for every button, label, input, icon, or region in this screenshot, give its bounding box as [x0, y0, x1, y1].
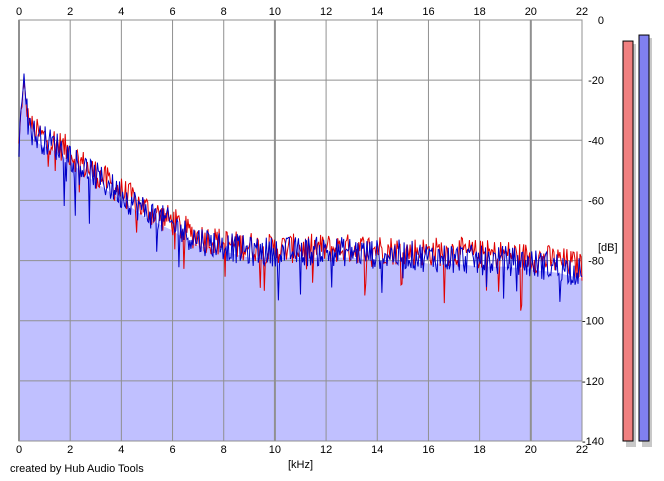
x-tick-label-bottom: 16 [422, 444, 434, 456]
x-tick-label-top: 22 [576, 6, 588, 18]
series-line-2 [18, 73, 583, 302]
x-tick-label-top: 10 [269, 6, 281, 18]
y-tick-label: -80 [588, 256, 604, 268]
x-tick-label-bottom: 10 [269, 444, 281, 456]
y-tick-label: 0 [598, 15, 604, 27]
y-tick-label: -120 [582, 376, 604, 388]
y-tick-label: -40 [588, 135, 604, 147]
y-tick-labels: 0 -20 -40 -60 -80 -100 -120 -140 [582, 15, 604, 448]
x-axis-unit-label: [kHz] [288, 459, 313, 471]
spectrum-fill-layer [19, 92, 582, 441]
x-tick-label-bottom: 12 [320, 444, 332, 456]
x-tick-label-top: 16 [422, 6, 434, 18]
x-tick-label-top: 6 [169, 6, 175, 18]
level-meters [622, 34, 652, 448]
x-tick-label-top: 8 [221, 6, 227, 18]
x-tick-label-top: 0 [16, 6, 22, 18]
y-tick-label: -60 [588, 195, 604, 207]
x-tick-label-bottom: 20 [525, 444, 537, 456]
x-tick-label-top: 2 [67, 6, 73, 18]
x-tick-label-bottom: 14 [371, 444, 383, 456]
x-tick-label-bottom: 2 [67, 444, 73, 456]
x-tick-label-top: 18 [474, 6, 486, 18]
x-tick-label-bottom: 0 [16, 444, 22, 456]
x-tick-label-top: 4 [118, 6, 124, 18]
x-tick-label-bottom: 18 [474, 444, 486, 456]
x-tick-label-top: 12 [320, 6, 332, 18]
grid-layer [18, 19, 583, 442]
level-meter-bar-1 [622, 40, 634, 442]
credit-text: created by Hub Audio Tools [10, 463, 144, 475]
y-tick-label: -140 [582, 436, 604, 448]
x-tick-label-bottom: 4 [118, 444, 124, 456]
level-meter-bar-2 [638, 34, 650, 442]
spectrum-fill [19, 92, 582, 441]
x-tick-label-bottom: 6 [169, 444, 175, 456]
x-tick-label-top: 20 [525, 6, 537, 18]
y-axis-unit-label: [dB] [598, 242, 618, 254]
x-tick-label-bottom: 8 [221, 444, 227, 456]
x-tick-label-bottom: 22 [576, 444, 588, 456]
series-layer [18, 73, 583, 311]
y-tick-label: -20 [588, 75, 604, 87]
x-tick-label-top: 14 [371, 6, 383, 18]
y-tick-label: -100 [582, 316, 604, 328]
